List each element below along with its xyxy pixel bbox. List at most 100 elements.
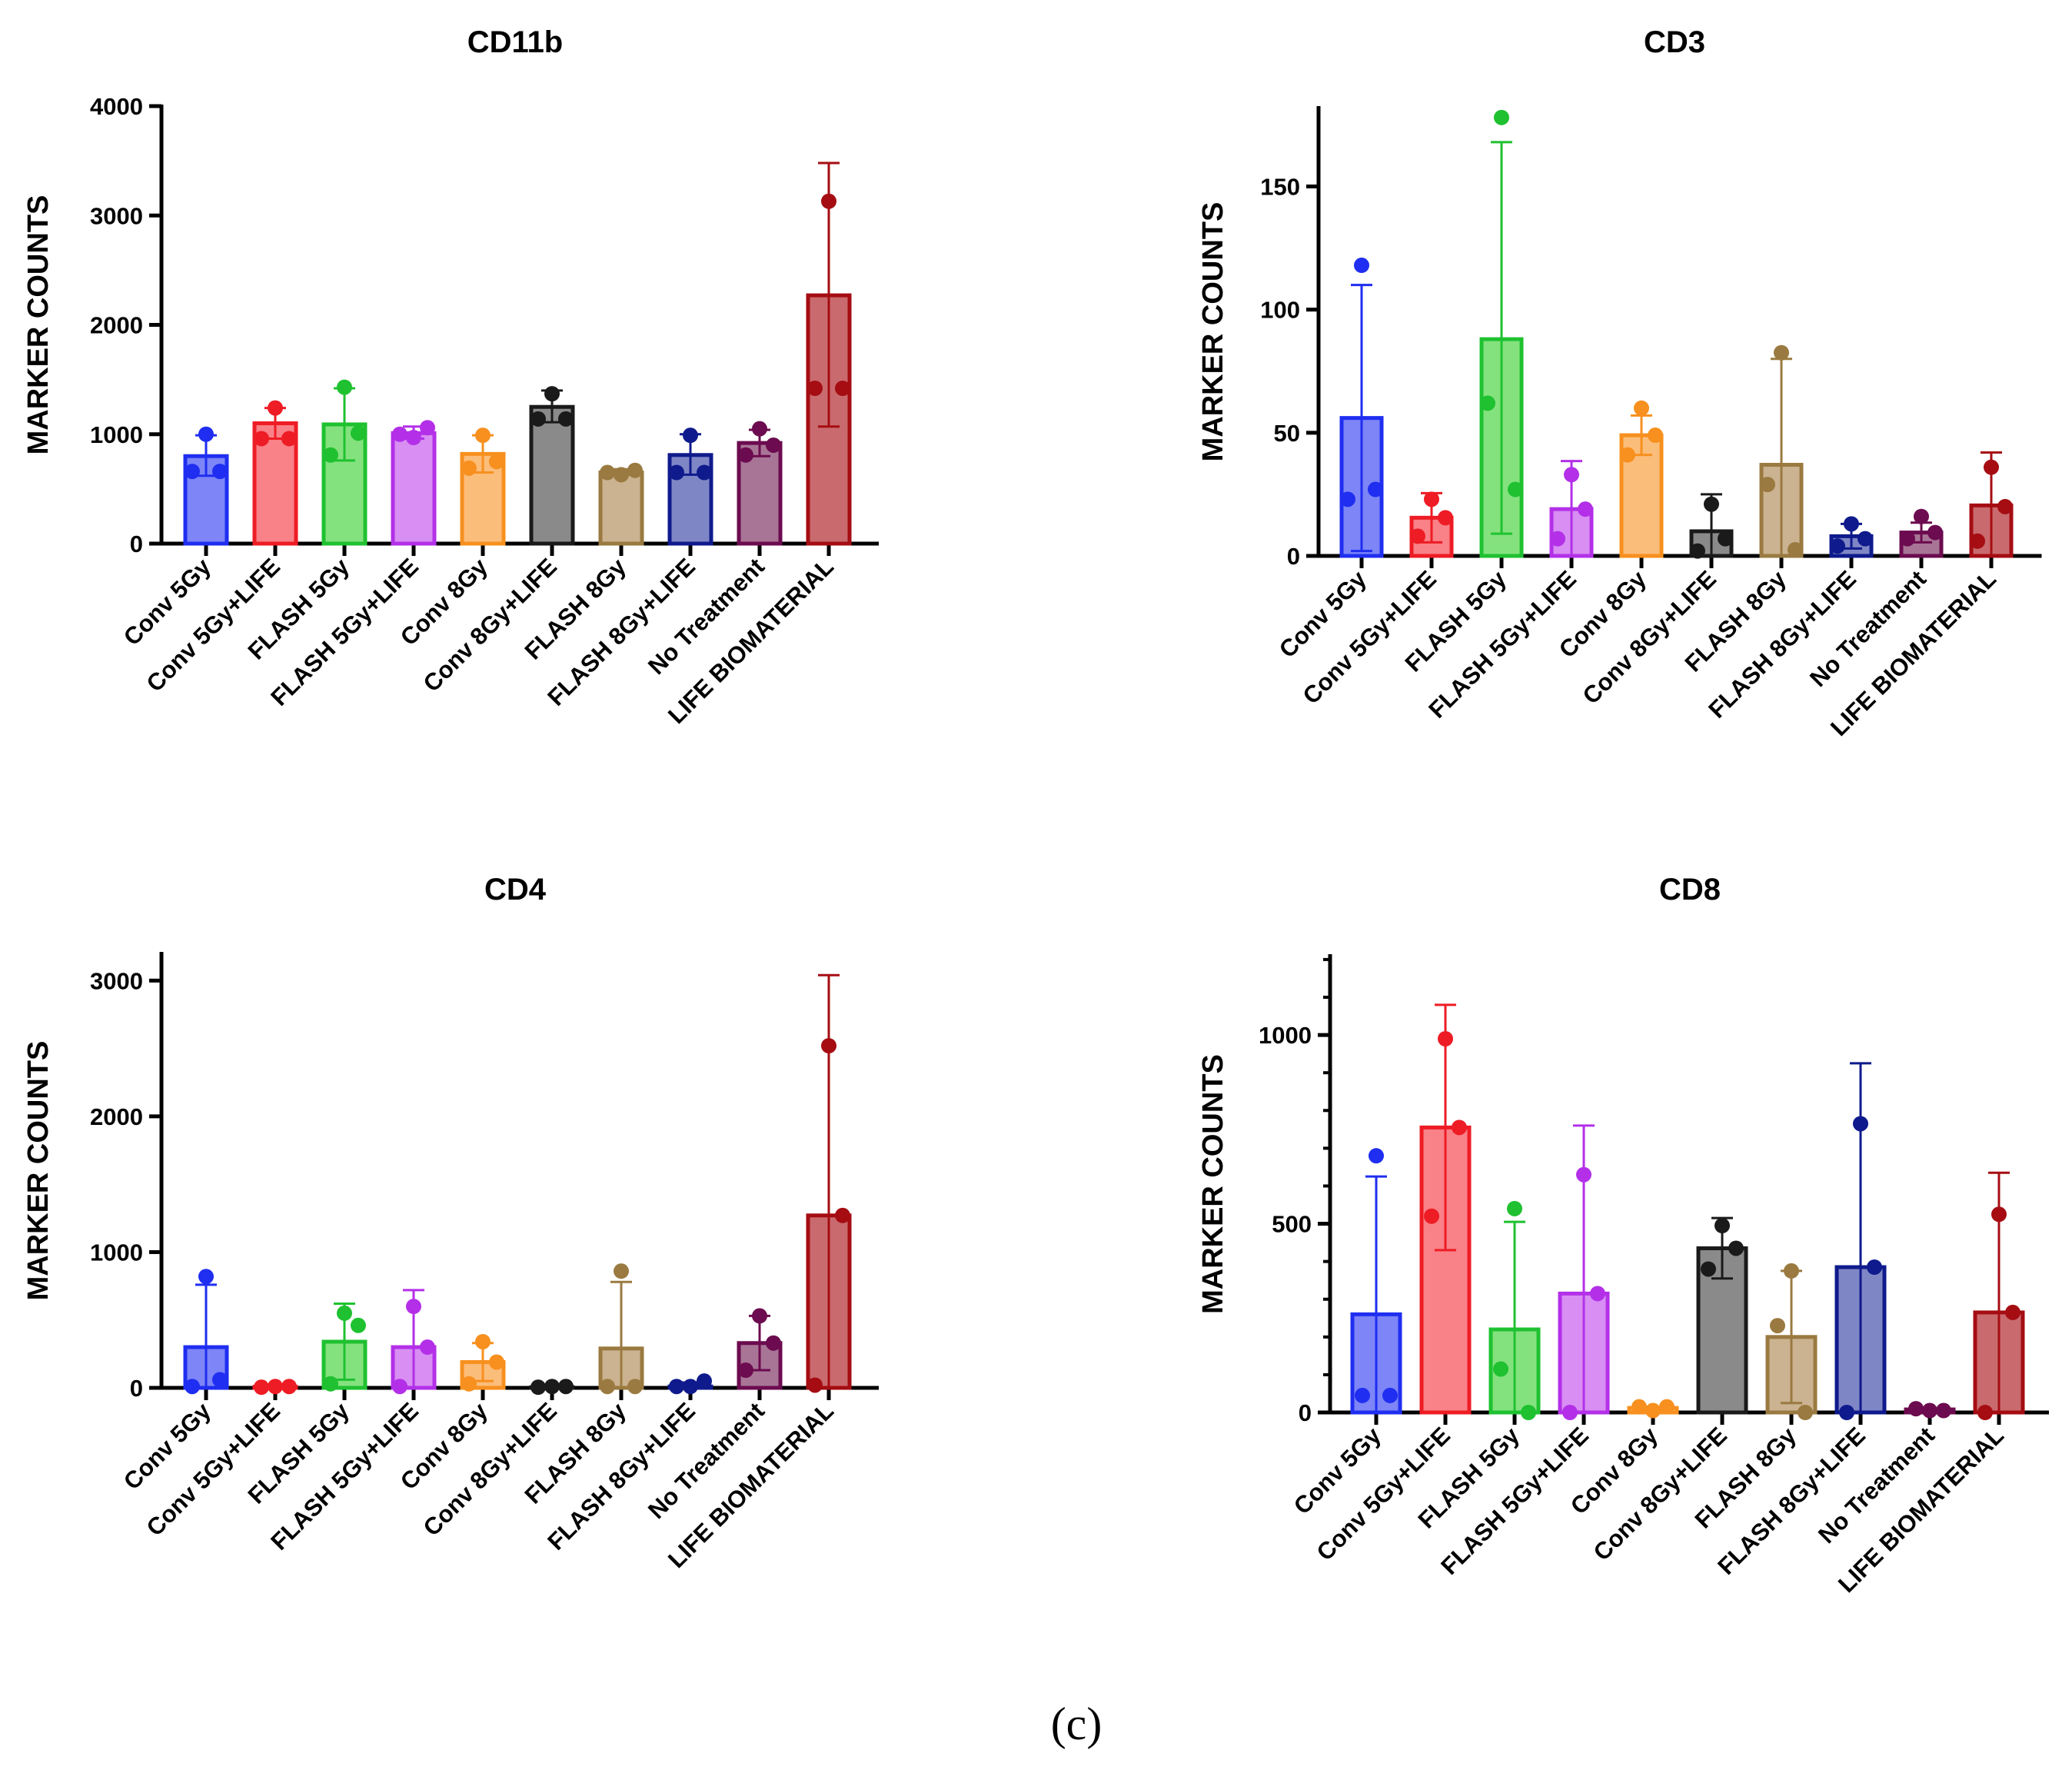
chart-3-point-flash-5gy: [1521, 1405, 1536, 1420]
chart-0-point-conv-8gy-life: [558, 411, 574, 427]
chart-2-point-conv-5gy-life: [281, 1379, 297, 1395]
chart-1-point-flash-5gy: [1508, 481, 1523, 497]
chart-3-y-tick-label: 500: [1272, 1211, 1312, 1238]
chart-1-point-conv-5gy-life: [1438, 510, 1453, 526]
chart-1-point-conv-5gy-life: [1424, 491, 1439, 507]
chart-0-point-life-biomaterial: [821, 193, 836, 209]
chart-0-point-conv-8gy: [461, 460, 477, 476]
chart-2-point-no-treatment: [752, 1308, 767, 1324]
chart-0-point-flash-5gy-life: [406, 430, 421, 446]
chart-0-bar-flash-8gy: [598, 471, 644, 546]
chart-0-point-conv-5gy: [212, 464, 228, 480]
chart-3-point-no-treatment: [1936, 1402, 1951, 1419]
chart-2-point-flash-5gy-life: [406, 1299, 421, 1315]
chart-2-point-life-biomaterial: [807, 1377, 823, 1393]
chart-1-point-flash-8gy: [1760, 477, 1775, 493]
chart-0-point-conv-5gy: [198, 426, 214, 442]
chart-0-y-tick-label: 1000: [90, 421, 143, 448]
chart-0-point-flash-5gy-life: [392, 426, 407, 442]
chart-2-point-conv-8gy-life: [530, 1379, 546, 1396]
chart-2-point-conv-8gy: [475, 1333, 491, 1349]
chart-3-point-flash-8gy-life: [1853, 1116, 1868, 1132]
chart-0-point-life-biomaterial: [835, 381, 850, 397]
chart-3-y-tick-label: 1000: [1259, 1022, 1312, 1049]
chart-1-point-flash-5gy-life: [1564, 467, 1579, 483]
chart-0-y-axis-label: MARKER COUNTS: [22, 195, 55, 455]
chart-0-point-conv-8gy: [475, 428, 491, 444]
chart-1-point-conv-8gy-life: [1718, 531, 1733, 547]
chart-0-y-tick-label: 0: [130, 531, 143, 557]
chart-1-y-tick-label: 0: [1287, 543, 1300, 570]
chart-0-point-flash-8gy-life: [669, 464, 684, 481]
chart-3-point-flash-8gy: [1770, 1318, 1785, 1334]
chart-0-point-no-treatment: [738, 447, 753, 463]
chart-3-y-tick-label: 0: [1299, 1399, 1312, 1426]
chart-1-point-flash-8gy: [1788, 541, 1803, 557]
chart-1-point-no-treatment: [1927, 524, 1943, 541]
chart-2-point-flash-5gy-life: [420, 1339, 435, 1356]
chart-3-point-no-treatment: [1908, 1401, 1924, 1417]
chart-0-point-conv-8gy: [489, 454, 504, 470]
chart-3-point-life-biomaterial: [1977, 1405, 1993, 1420]
chart-0-point-conv-8gy-life: [544, 386, 560, 402]
chart-0-bar-flash-5gy-life: [391, 431, 437, 546]
chart-0-point-conv-5gy: [185, 464, 200, 480]
chart-2-point-conv-5gy-life: [254, 1379, 269, 1396]
chart-2-point-conv-8gy-life: [544, 1379, 560, 1395]
chart-0-point-flash-5gy: [351, 425, 366, 441]
chart-3-point-flash-5gy-life: [1576, 1166, 1591, 1183]
chart-1-point-conv-8gy: [1634, 400, 1649, 416]
chart-3-point-conv-5gy-life: [1424, 1208, 1439, 1224]
chart-2-point-flash-8gy-life: [669, 1379, 684, 1395]
chart-2-y-tick-label: 2000: [90, 1103, 143, 1130]
chart-3-point-life-biomaterial: [1991, 1206, 2007, 1223]
chart-0-point-conv-5gy-life: [281, 431, 297, 447]
chart-3-point-flash-8gy: [1784, 1263, 1799, 1279]
chart-0-y-tick-label: 2000: [90, 312, 143, 339]
chart-3-point-conv-8gy-life: [1728, 1240, 1744, 1256]
chart-3-point-conv-8gy: [1631, 1399, 1647, 1415]
chart-3-point-flash-5gy-life: [1562, 1405, 1578, 1420]
chart-0-point-flash-8gy-life: [697, 464, 712, 481]
chart-3-point-conv-5gy-life: [1438, 1031, 1453, 1046]
chart-3-point-flash-5gy-life: [1590, 1286, 1605, 1302]
chart-1-y-tick-label: 50: [1274, 420, 1300, 447]
chart-2-y-tick-label: 1000: [90, 1239, 143, 1266]
chart-1-point-flash-5gy: [1480, 395, 1495, 411]
chart-0-bar-flash-5gy: [321, 422, 368, 546]
chart-0-point-flash-8gy: [600, 464, 615, 481]
chart-3-point-conv-5gy: [1355, 1387, 1370, 1403]
chart-2-point-conv-5gy: [198, 1269, 214, 1285]
chart-1-point-no-treatment: [1914, 508, 1929, 524]
chart-1-point-flash-5gy: [1494, 109, 1509, 125]
chart-2-point-conv-5gy: [212, 1372, 228, 1388]
chart-1-point-no-treatment: [1900, 531, 1915, 547]
chart-0-point-life-biomaterial: [807, 381, 823, 397]
chart-3-point-conv-5gy-life: [1452, 1120, 1467, 1136]
chart-2-point-flash-5gy-life: [392, 1379, 407, 1395]
chart-2-point-flash-8gy: [614, 1263, 629, 1279]
chart-2-y-axis-label: MARKER COUNTS: [22, 1041, 55, 1301]
chart-3-point-flash-8gy-life: [1839, 1405, 1854, 1420]
chart-0-point-no-treatment: [752, 421, 767, 437]
chart-1-point-conv-8gy: [1648, 428, 1663, 444]
chart-3-point-flash-8gy-life: [1867, 1259, 1882, 1275]
chart-3-point-conv-8gy: [1659, 1399, 1675, 1415]
chart-1-point-flash-5gy-life: [1550, 531, 1565, 547]
chart-3-point-flash-5gy: [1507, 1200, 1522, 1216]
chart-2-point-life-biomaterial: [835, 1207, 850, 1223]
panel-label: (c): [1051, 1698, 1103, 1749]
chart-0-point-flash-5gy: [323, 447, 338, 463]
chart-0-point-flash-8gy: [614, 467, 629, 483]
chart-3-point-conv-5gy: [1369, 1148, 1384, 1164]
chart-1-point-conv-8gy: [1620, 447, 1635, 463]
chart-3-point-flash-8gy: [1798, 1405, 1813, 1420]
chart-0-point-no-treatment: [766, 437, 781, 453]
chart-1-y-tick-label: 150: [1260, 174, 1300, 201]
chart-2-point-conv-5gy-life: [268, 1379, 283, 1395]
chart-1-point-life-biomaterial: [1984, 459, 1999, 475]
chart-2-point-no-treatment: [766, 1335, 781, 1351]
